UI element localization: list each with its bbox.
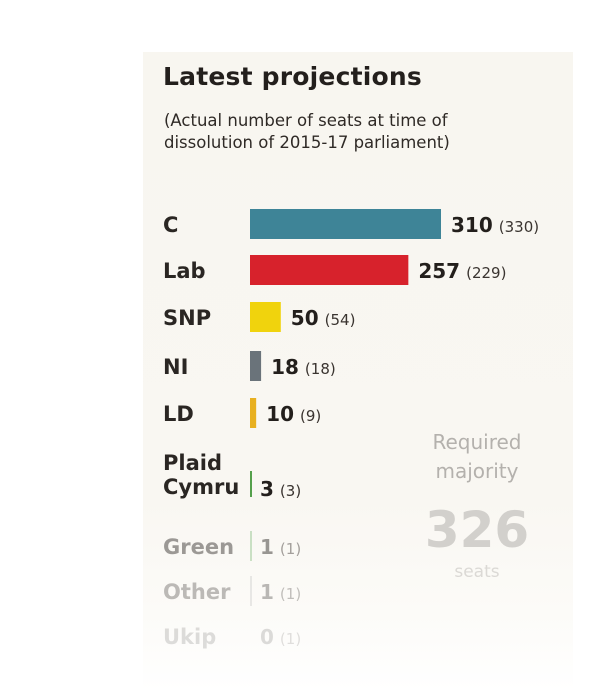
value-label: 1 (1)	[260, 580, 301, 604]
value-label: 3 (3)	[260, 477, 301, 501]
bar	[250, 531, 252, 561]
value-label: 310 (330)	[451, 213, 539, 237]
category-label: LD	[163, 402, 194, 426]
bar	[250, 471, 252, 497]
value-label: 0 (1)	[260, 625, 301, 649]
chart-title: Latest projections	[163, 62, 422, 91]
value-label: 18 (18)	[271, 355, 336, 379]
bar-row-ukip: Ukip 0 (1)	[163, 625, 301, 649]
majority-unit: seats	[454, 562, 500, 582]
bar	[250, 209, 441, 239]
chart-card	[143, 52, 573, 691]
value-label: 10 (9)	[266, 402, 321, 426]
chart-subtitle: (Actual number of seats at time of disso…	[164, 111, 450, 152]
bar-row-ld: LD 10 (9)	[163, 398, 321, 428]
category-label: Lab	[163, 259, 206, 283]
category-label: NI	[163, 355, 188, 379]
bar-row-other: Other 1 (1)	[163, 576, 301, 606]
bar-row-plaid-cymru: Plaid Cymru 3 (3)	[163, 451, 301, 501]
category-label: C	[163, 213, 178, 237]
bar	[250, 255, 409, 285]
majority-value: 326	[424, 501, 530, 559]
majority-label: Required majority	[432, 430, 522, 483]
value-label: 1 (1)	[260, 535, 301, 559]
bar-row-snp: SNP 50 (54)	[163, 302, 355, 332]
bar	[250, 302, 281, 332]
value-label: 50 (54)	[291, 306, 356, 330]
bar-row-green: Green 1 (1)	[163, 531, 301, 561]
bar-row-ni: NI 18 (18)	[163, 351, 336, 381]
category-label: Green	[163, 535, 234, 559]
category-label: Plaid Cymru	[163, 451, 239, 499]
bar	[250, 351, 262, 381]
bar	[250, 576, 252, 606]
category-label: SNP	[163, 306, 211, 330]
bar-row-c: C 310 (330)	[163, 209, 539, 239]
category-label: Other	[163, 580, 231, 604]
value-label: 257 (229)	[418, 259, 506, 283]
bar	[250, 398, 257, 428]
category-label: Ukip	[163, 625, 216, 649]
bar-row-lab: Lab 257 (229)	[163, 255, 506, 285]
